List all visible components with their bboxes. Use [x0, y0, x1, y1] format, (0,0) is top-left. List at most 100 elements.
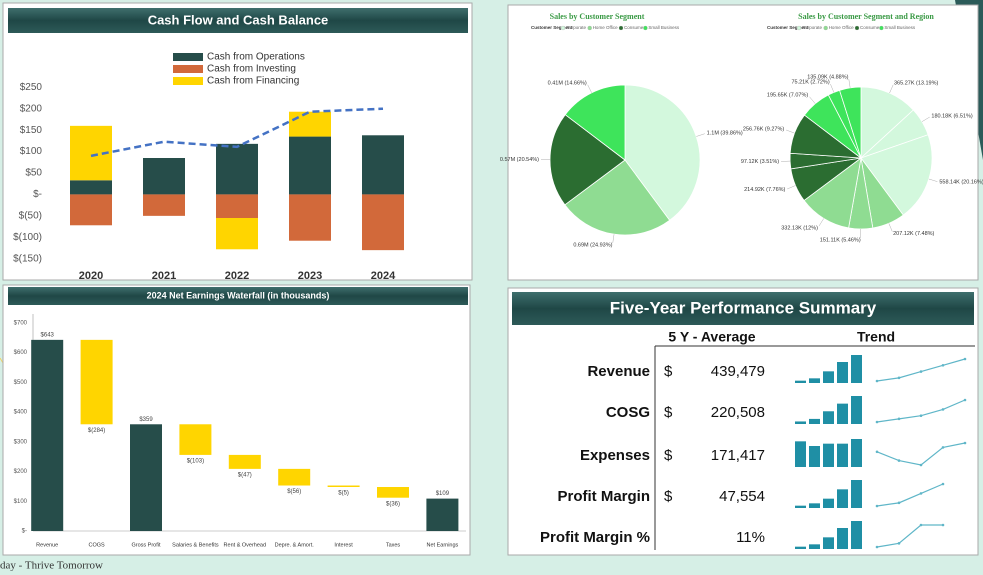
- y-tick-label: $300: [14, 439, 28, 445]
- y-tick-label: $400: [14, 410, 28, 416]
- spark-bar: [795, 421, 806, 424]
- pie-slice: [549, 114, 626, 206]
- data-label: 75.21K (2.72%): [791, 80, 829, 86]
- data-label: 195.65K (7.07%): [767, 93, 808, 99]
- spark-point: [875, 545, 879, 549]
- data-label: 0.57M (20.54%): [500, 157, 539, 163]
- chart-title: Cash Flow and Cash Balance: [148, 12, 329, 27]
- data-label: 558.14K (20.16%): [939, 180, 983, 186]
- leader-line: [928, 178, 938, 182]
- data-label: 0.41M (14.66%): [548, 80, 587, 86]
- spark-bar: [809, 544, 820, 549]
- data-label: $359: [139, 417, 153, 423]
- spark-bar: [851, 439, 862, 467]
- legend-label: Cash from Financing: [207, 76, 299, 87]
- spark-line: [876, 483, 944, 507]
- spark-point: [941, 523, 945, 527]
- row-label: Revenue: [587, 363, 650, 380]
- waterfall-bar: [179, 424, 212, 455]
- data-label: 256.76K (9.27%): [743, 127, 784, 133]
- y-tick-label: $100: [20, 146, 43, 157]
- spark-point: [897, 501, 901, 505]
- column-header: 5 Y - Average: [668, 329, 755, 345]
- spark-bar: [795, 441, 806, 467]
- legend-swatch: [173, 53, 203, 61]
- legend-swatch: [879, 25, 884, 31]
- bar-segment: [143, 194, 185, 216]
- spark-bar: [823, 443, 834, 467]
- spark-bar: [809, 446, 820, 467]
- row-label: Profit Margin %: [540, 529, 650, 546]
- bar-segment: [289, 136, 331, 195]
- spark-point: [919, 370, 923, 373]
- legend-label: Consumer: [624, 25, 645, 30]
- bar-segment: [216, 194, 258, 218]
- spark-point: [875, 450, 879, 454]
- title-bar: [8, 287, 468, 305]
- leader-line: [889, 84, 894, 94]
- y-tick-label: $200: [14, 469, 28, 475]
- row-value: 11%: [736, 529, 765, 546]
- cash-balance-line: [90, 107, 384, 158]
- spark-bar: [795, 380, 806, 383]
- legend-label: Home Office: [829, 25, 854, 30]
- legend-label: Cash from Operations: [207, 52, 305, 63]
- spark-point: [875, 379, 879, 383]
- legend-label: Small Business: [884, 25, 916, 30]
- leader-line: [818, 218, 824, 227]
- title-bar: [512, 292, 974, 325]
- y-tick-label: $150: [20, 125, 43, 136]
- x-tick-label: Revenue: [36, 542, 58, 548]
- x-tick-label: 2024: [371, 270, 396, 282]
- row-label: COSG: [606, 404, 650, 421]
- leader-line: [787, 185, 796, 190]
- spark-bar: [851, 521, 862, 549]
- spark-point: [919, 414, 923, 418]
- spark-bar: [795, 546, 806, 549]
- bar-segment: [70, 180, 112, 195]
- x-tick-label: 2021: [152, 270, 176, 282]
- data-label: 332.13K (12%): [781, 225, 818, 231]
- waterfall-bar: [80, 339, 113, 425]
- spark-point: [941, 363, 945, 367]
- panel-summary: [507, 287, 979, 556]
- legend-swatch: [173, 65, 203, 73]
- legend-label: Corporate: [566, 25, 587, 30]
- row-value: 47,554: [719, 488, 765, 505]
- spark-point: [919, 492, 923, 495]
- currency: $: [664, 488, 673, 505]
- x-tick-label: Depre. & Amort.: [275, 542, 315, 548]
- y-tick-label: $700: [14, 320, 28, 326]
- spark-bar: [809, 378, 820, 383]
- spark-point: [897, 459, 901, 462]
- x-tick-label: Gross Profit: [131, 542, 161, 548]
- x-tick-label: Taxes: [386, 542, 401, 548]
- pie-slice: [624, 84, 701, 221]
- spark-point: [941, 408, 945, 411]
- summary-title: Five-Year Performance Summary: [610, 298, 877, 317]
- spark-point: [875, 420, 879, 424]
- data-label: $(36): [386, 501, 400, 507]
- waterfall-bar: [130, 424, 162, 531]
- bar-segment: [70, 194, 112, 226]
- spark-point: [897, 376, 901, 380]
- y-tick-label: $-: [22, 529, 27, 535]
- x-tick-label: 2023: [298, 270, 322, 282]
- spark-line: [876, 524, 943, 548]
- x-tick-label: Rent & Overhead: [224, 542, 267, 548]
- pie-slice: [860, 134, 933, 216]
- spark-bar: [823, 498, 834, 508]
- legend-label: Cash from Investing: [207, 64, 296, 75]
- data-label: $(103): [187, 458, 204, 464]
- x-tick-label: Interest: [334, 542, 353, 548]
- legend-swatch: [560, 25, 566, 31]
- row-value: 171,417: [711, 447, 765, 464]
- panel-waterfall: [2, 284, 471, 556]
- data-label: 0.69M (24.93%): [573, 243, 612, 249]
- x-tick-label: Salaries & Benefits: [172, 542, 219, 548]
- column-header: Trend: [857, 329, 895, 345]
- waterfall-bar: [327, 485, 360, 488]
- data-label: 151.11K (5.46%): [820, 237, 861, 243]
